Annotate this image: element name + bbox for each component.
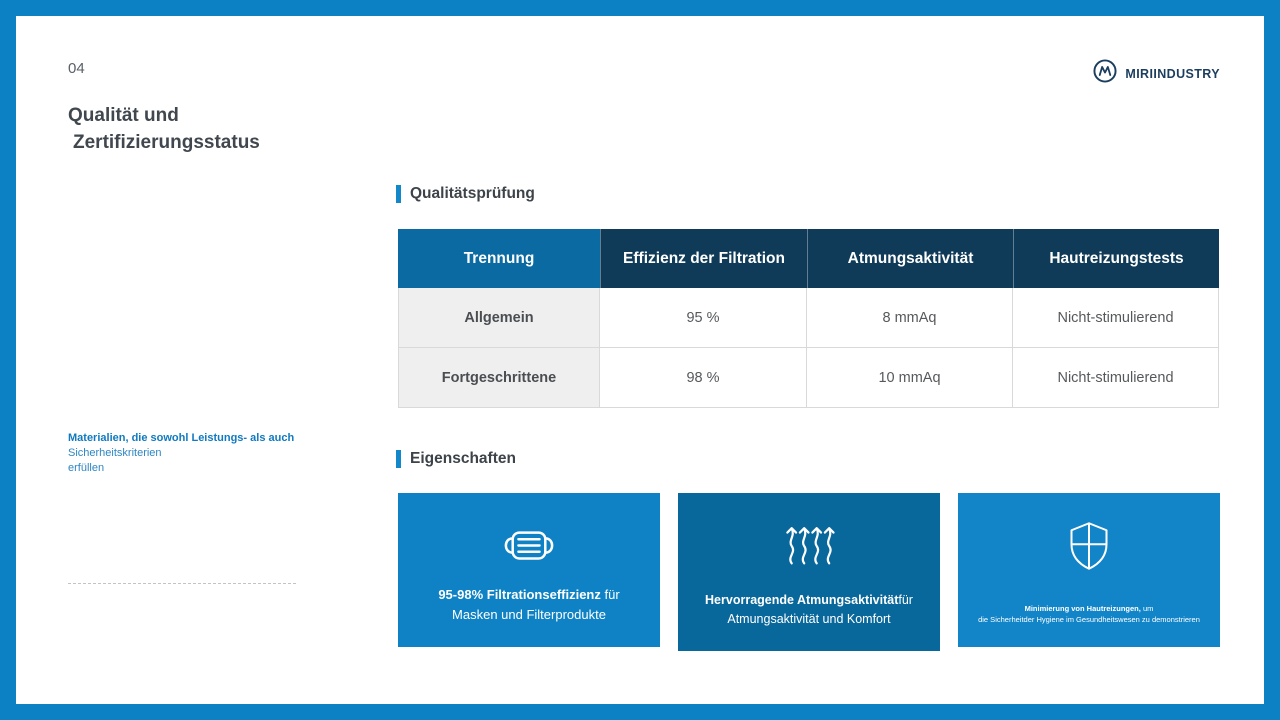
feature-card-text: Minimierung von Hautreizungen, um die Si…	[978, 603, 1200, 625]
slide-number: 04	[68, 60, 85, 77]
card-text-rest: für	[600, 587, 620, 602]
sidenote-line2: Sicherheitskriterien	[68, 447, 162, 459]
sidenote: Materialien, die sowohl Leistungs- als a…	[68, 431, 308, 476]
feature-card-text: Hervorragende Atmungsaktivitätfür Atmung…	[705, 591, 913, 629]
feature-card-skin-safety: Minimierung von Hautreizungen, um die Si…	[958, 493, 1220, 647]
section-quality: Qualitätsprüfung	[396, 185, 535, 203]
table-header-row: Trennung Effizienz der Filtration Atmung…	[398, 229, 1219, 288]
company-logo: MIRIINDUSTRY	[1092, 58, 1220, 89]
feature-card-filtration: 95-98% Filtrationseffizienz für Masken u…	[398, 493, 660, 647]
table-cell: 98 %	[600, 348, 807, 408]
page-title-line1: Qualität und	[68, 105, 179, 126]
mask-icon	[498, 517, 560, 575]
table-row: Fortgeschrittene 98 % 10 mmAq Nicht-stim…	[398, 348, 1219, 408]
table-cell: 10 mmAq	[807, 348, 1013, 408]
table-cell: Fortgeschrittene	[398, 348, 600, 408]
feature-card-breathability: Hervorragende Atmungsaktivitätfür Atmung…	[678, 493, 940, 651]
card-text-bold: Hervorragende Atmungsaktivität	[705, 593, 899, 607]
card-text-bold: Minimierung von Hautreizungen,	[1024, 604, 1141, 613]
table-header-cell: Hautreizungstests	[1013, 229, 1219, 288]
table-cell: Allgemein	[398, 288, 600, 348]
table-header-cell: Trennung	[398, 229, 600, 288]
quality-table: Trennung Effizienz der Filtration Atmung…	[398, 229, 1219, 408]
card-text-rest: für	[898, 593, 913, 607]
section-accent-bar	[396, 185, 401, 203]
dashed-divider	[68, 583, 296, 584]
feature-cards: 95-98% Filtrationseffizienz für Masken u…	[398, 493, 1220, 651]
shield-icon	[1061, 517, 1117, 575]
sidenote-line1: Materialien, die sowohl Leistungs- als a…	[68, 432, 295, 444]
section-quality-label: Qualitätsprüfung	[410, 185, 535, 202]
table-header-cell: Effizienz der Filtration	[600, 229, 807, 288]
table-cell: 95 %	[600, 288, 807, 348]
table-cell: Nicht-stimulierend	[1013, 348, 1219, 408]
card-text-line2: die Sicherheitder Hygiene im Gesundheits…	[978, 615, 1200, 624]
table-cell: 8 mmAq	[807, 288, 1013, 348]
card-text-bold: 95-98% Filtrationseffizienz	[438, 587, 601, 602]
breath-arrows-icon	[778, 517, 840, 575]
slide: 04 Qualität und Zertifizierungsstatus MI…	[16, 16, 1264, 704]
page-title-line2: Zertifizierungsstatus	[73, 132, 260, 153]
section-accent-bar	[396, 450, 401, 468]
card-text-line2: Atmungsaktivität und Komfort	[727, 612, 891, 626]
logo-text: MIRIINDUSTRY	[1125, 66, 1220, 81]
card-text-rest: um	[1140, 604, 1154, 613]
section-features-label: Eigenschaften	[410, 450, 516, 467]
feature-card-text: 95-98% Filtrationseffizienz für Masken u…	[438, 585, 619, 625]
table-row: Allgemein 95 % 8 mmAq Nicht-stimulierend	[398, 288, 1219, 348]
section-features: Eigenschaften	[396, 450, 516, 468]
sidenote-line3: erfüllen	[68, 462, 105, 474]
logo-mark-icon	[1092, 58, 1118, 89]
table-header-cell: Atmungsaktivität	[807, 229, 1013, 288]
table-cell: Nicht-stimulierend	[1013, 288, 1219, 348]
card-text-line2: Masken und Filterprodukte	[452, 607, 606, 622]
page-title: Qualität und Zertifizierungsstatus	[68, 102, 260, 156]
